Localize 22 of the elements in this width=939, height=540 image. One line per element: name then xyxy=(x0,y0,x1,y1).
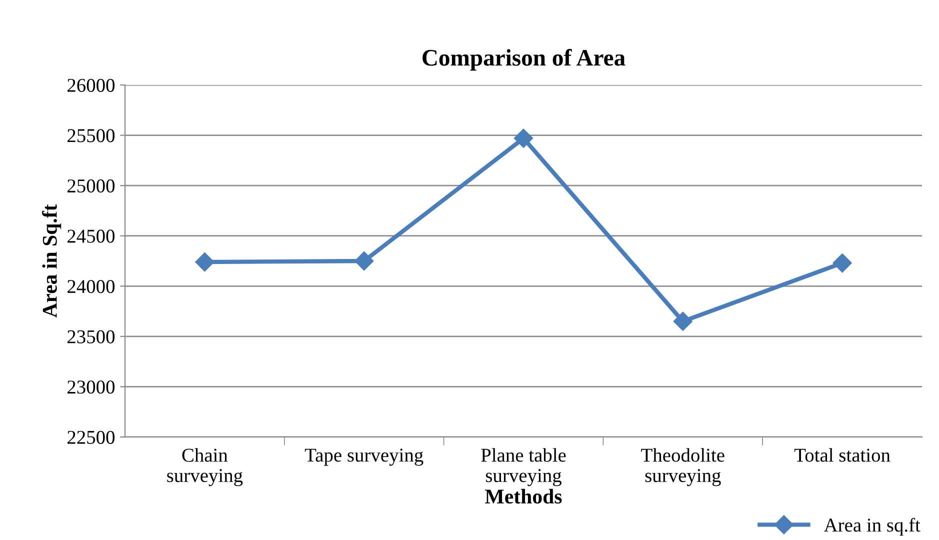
y-tick-label: 22500 xyxy=(68,430,115,444)
chart-title: Comparison of Area xyxy=(422,48,626,71)
y-tick-label: 25500 xyxy=(68,129,115,142)
y-tick-label: 25000 xyxy=(68,179,115,193)
point xyxy=(514,128,534,148)
x-tick-label: Total station xyxy=(794,448,890,462)
x-axis-title: Methods xyxy=(485,488,562,504)
x-tick-label: Tape surveying xyxy=(304,448,424,466)
y-axis-title: Area in Sq.ft xyxy=(42,204,62,318)
x-tick-label: Plane table surveying xyxy=(481,448,566,486)
point xyxy=(354,251,374,271)
y-tick-label: 24500 xyxy=(68,230,115,243)
y-tick-label: 26000 xyxy=(68,78,115,92)
y-tick-label: 23500 xyxy=(68,330,115,344)
point xyxy=(195,252,214,272)
y-tick-label: 23000 xyxy=(68,380,115,394)
point xyxy=(673,312,692,331)
legend-label: Area in sq.ft xyxy=(824,518,920,536)
point xyxy=(832,253,852,273)
x-tick-label: Chain surveying xyxy=(167,448,243,486)
x-tick-label: Theodolite surveying xyxy=(641,448,724,486)
y-tick-label: 24000 xyxy=(68,280,115,294)
